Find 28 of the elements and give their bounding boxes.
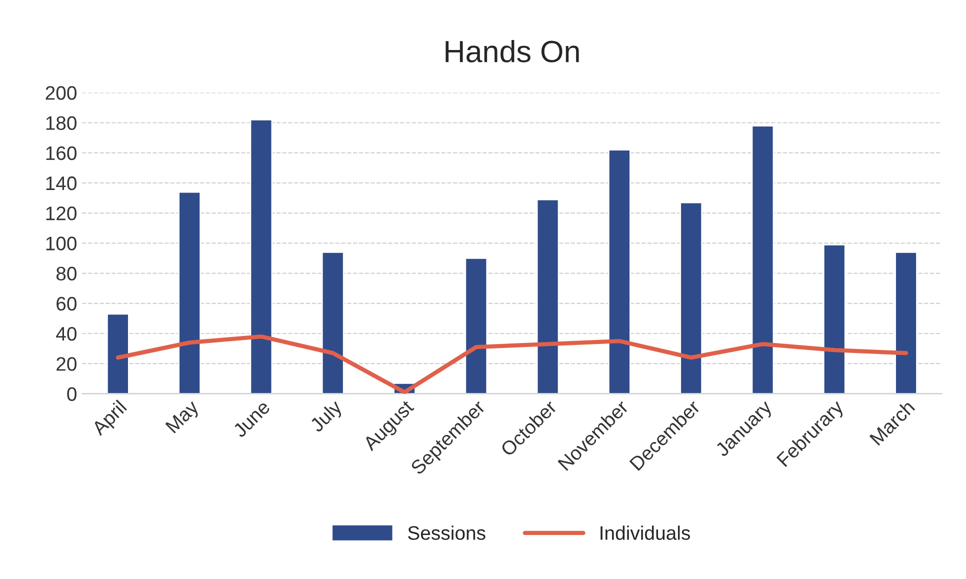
bar	[464, 258, 488, 394]
y-tick-label: 200	[46, 86, 76, 100]
y-tick-label: 40	[56, 326, 76, 341]
y-tick-label: 60	[56, 296, 76, 311]
x-tick-label: May	[165, 399, 202, 436]
bar	[321, 252, 344, 394]
bar	[106, 313, 130, 394]
bar	[680, 202, 703, 394]
x-tick-label: July	[308, 398, 346, 436]
y-tick-label: 140	[46, 176, 76, 190]
bar	[250, 119, 273, 394]
bar	[894, 252, 918, 394]
chart-title: Hands On	[446, 40, 579, 62]
y-tick-label: 20	[56, 357, 76, 371]
y-tick-label: 100	[46, 236, 76, 250]
y-tick-label: 0	[67, 387, 76, 401]
bar	[536, 198, 560, 394]
legend-label: Sessions	[408, 526, 486, 540]
bar	[751, 125, 774, 394]
legend-label: Individuals	[600, 526, 690, 540]
y-tick-label: 160	[46, 146, 76, 160]
y-tick-label: 80	[56, 266, 76, 281]
y-tick-label: 180	[46, 116, 76, 130]
bar	[822, 244, 846, 394]
bar	[608, 149, 631, 394]
line-series	[116, 334, 908, 394]
bar	[178, 191, 202, 394]
y-tick-label: 120	[46, 206, 76, 220]
